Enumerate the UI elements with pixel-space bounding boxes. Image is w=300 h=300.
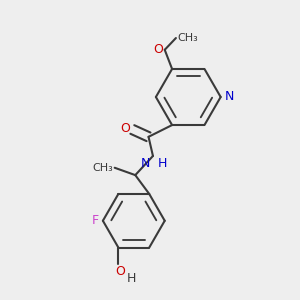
Text: H: H <box>127 272 136 285</box>
Text: O: O <box>120 122 130 135</box>
Text: N: N <box>141 158 151 170</box>
Text: O: O <box>115 265 125 278</box>
Text: CH₃: CH₃ <box>92 163 113 173</box>
Text: CH₃: CH₃ <box>177 33 198 43</box>
Text: F: F <box>92 214 99 227</box>
Text: H: H <box>158 158 168 170</box>
Text: O: O <box>153 43 163 56</box>
Text: N: N <box>225 91 235 103</box>
